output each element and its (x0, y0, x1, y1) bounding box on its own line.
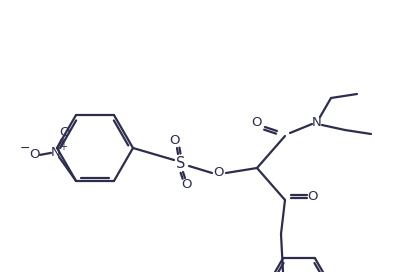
Text: N: N (51, 146, 61, 159)
Text: O: O (308, 190, 318, 202)
Text: O: O (29, 149, 39, 161)
Text: N: N (312, 116, 322, 128)
Text: S: S (176, 156, 186, 171)
Text: O: O (214, 166, 224, 180)
Text: O: O (59, 126, 69, 140)
Text: O: O (182, 178, 192, 191)
Text: O: O (252, 116, 262, 128)
Text: −: − (20, 143, 30, 155)
Text: O: O (170, 134, 180, 147)
Text: +: + (59, 142, 67, 152)
